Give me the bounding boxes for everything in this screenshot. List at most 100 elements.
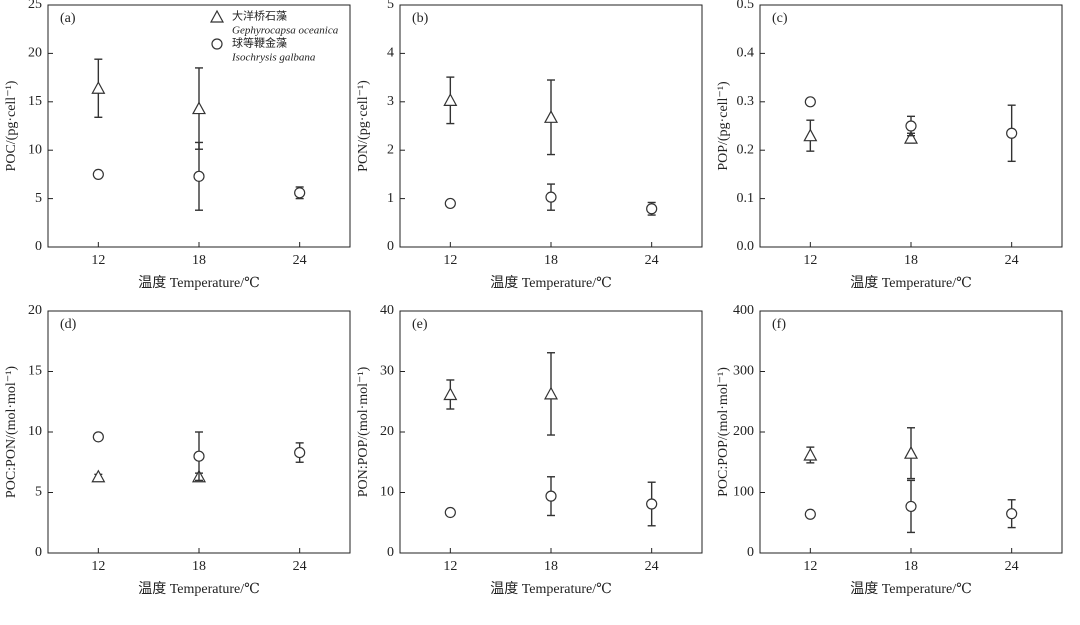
y-tick-label: 0.1 [737, 191, 755, 206]
legend-label: 球等鞭金藻 [232, 36, 287, 50]
y-tick-label: 2 [387, 142, 394, 157]
x-tick-label: 18 [544, 253, 558, 268]
panel-label: (d) [60, 317, 77, 332]
x-axis-label: 温度 Temperature/℃ [850, 581, 972, 597]
panel: 0 10 20 30 40 12 18 24 (e) 温度 Temperature/℃ PON:PO… [356, 303, 703, 597]
y-tick-label: 100 [733, 485, 754, 500]
legend-latin: Isochrysis galbana [231, 52, 316, 64]
circle-point [804, 96, 816, 108]
x-tick-label: 12 [91, 559, 105, 574]
x-axis-label: 温度 Temperature/℃ [138, 275, 260, 291]
legend-label: 大洋桥石藻 [232, 9, 287, 23]
x-tick-label: 18 [192, 559, 206, 574]
y-axis-label: POP/(pg·cell⁻¹) [716, 81, 731, 171]
triangle-point [803, 128, 818, 142]
x-tick-label: 18 [192, 253, 206, 268]
panel: 0 100 200 300 400 12 18 24 (f) 温度 Temperature/℃ PO… [716, 303, 1063, 597]
y-tick-label: 0.3 [737, 94, 755, 109]
x-tick-label: 24 [293, 559, 307, 574]
circle-point [294, 446, 306, 459]
panel: 0.0 0.1 0.2 0.3 0.4 0.5 12 18 24 (c) 温度 Temperatur… [716, 0, 1063, 291]
y-tick-label: 20 [28, 46, 42, 61]
circle-point [444, 506, 456, 519]
triangle-point [91, 469, 106, 483]
y-tick-label: 200 [733, 424, 754, 439]
y-axis-label: PON/(pg·cell⁻¹) [356, 80, 371, 172]
x-tick-label: 24 [645, 253, 659, 268]
panel: 0 5 10 15 20 25 12 18 24 (a) 温度 Temperature/℃ POC/(… [4, 0, 351, 291]
x-axis-label: 温度 Temperature/℃ [490, 581, 612, 597]
triangle-point [903, 445, 919, 459]
circle-point [646, 498, 658, 510]
y-axis-label: PON:POP/(mol·mol⁻¹) [356, 366, 371, 497]
x-tick-label: 24 [1005, 559, 1019, 574]
x-axis-label: 温度 Temperature/℃ [490, 275, 612, 291]
panel-label: (f) [772, 317, 786, 332]
triangle-point [543, 110, 559, 123]
circle-point [294, 187, 306, 199]
y-tick-label: 20 [28, 303, 42, 318]
y-tick-label: 0 [747, 545, 754, 560]
y-tick-label: 5 [387, 0, 394, 12]
circle-point [646, 203, 658, 215]
y-tick-label: 0.5 [737, 0, 755, 12]
triangle-point [443, 387, 458, 401]
circle-point [545, 191, 557, 203]
x-tick-label: 12 [443, 253, 457, 268]
y-tick-label: 15 [28, 364, 42, 379]
y-tick-label: 1 [387, 191, 394, 206]
y-tick-label: 0 [35, 239, 42, 254]
x-tick-label: 18 [904, 559, 918, 574]
circle-point [905, 500, 917, 513]
panel-label: (b) [412, 11, 429, 26]
x-tick-label: 24 [1005, 253, 1019, 268]
triangle-point [903, 130, 919, 144]
x-tick-label: 18 [544, 559, 558, 574]
x-axis-label: 温度 Temperature/℃ [850, 275, 972, 291]
y-tick-label: 40 [380, 303, 394, 318]
circle-point [92, 168, 104, 180]
y-tick-label: 20 [380, 424, 394, 439]
legend-latin: Gephyrocapsa oceanica [232, 25, 339, 37]
panel-label: (e) [412, 317, 428, 332]
circle-point [1006, 508, 1018, 520]
circle-point [444, 197, 456, 210]
x-tick-label: 12 [803, 253, 817, 268]
panel-label: (c) [772, 11, 788, 26]
y-tick-label: 0 [387, 545, 394, 560]
x-tick-label: 12 [91, 253, 105, 268]
circle-point [804, 508, 816, 520]
y-tick-label: 0 [387, 239, 394, 254]
x-tick-label: 24 [293, 253, 307, 268]
panel: 0 5 10 15 20 12 18 24 (d) 温度 Temperature/℃ POC:PON… [4, 303, 351, 597]
circle-point [545, 490, 557, 502]
circle-point [905, 120, 917, 132]
y-axis-label: POC:PON/(mol·mol⁻¹) [4, 366, 19, 498]
y-tick-label: 5 [35, 191, 42, 206]
circle-point [1006, 127, 1018, 139]
y-tick-label: 0 [35, 545, 42, 560]
y-axis-label: POC/(pg·cell⁻¹) [4, 80, 19, 171]
y-tick-label: 30 [380, 364, 394, 379]
y-tick-label: 15 [28, 94, 42, 109]
y-tick-label: 10 [28, 142, 42, 157]
triangle-point [803, 447, 818, 461]
legend-marker [209, 9, 225, 23]
y-axis-label: POC:POP/(mol·mol⁻¹) [716, 367, 731, 497]
panel-label: (a) [60, 11, 76, 26]
x-axis-label: 温度 Temperature/℃ [138, 581, 260, 597]
circle-point [193, 450, 205, 462]
y-tick-label: 25 [28, 0, 42, 12]
y-tick-label: 10 [380, 485, 394, 500]
triangle-point [191, 101, 207, 115]
x-tick-label: 18 [904, 253, 918, 268]
y-tick-label: 10 [28, 424, 42, 439]
x-tick-label: 12 [803, 559, 817, 574]
y-tick-label: 5 [35, 485, 42, 500]
circle-point [92, 431, 104, 443]
x-tick-label: 12 [443, 559, 457, 574]
triangle-point [543, 386, 559, 400]
y-tick-label: 400 [733, 303, 754, 318]
